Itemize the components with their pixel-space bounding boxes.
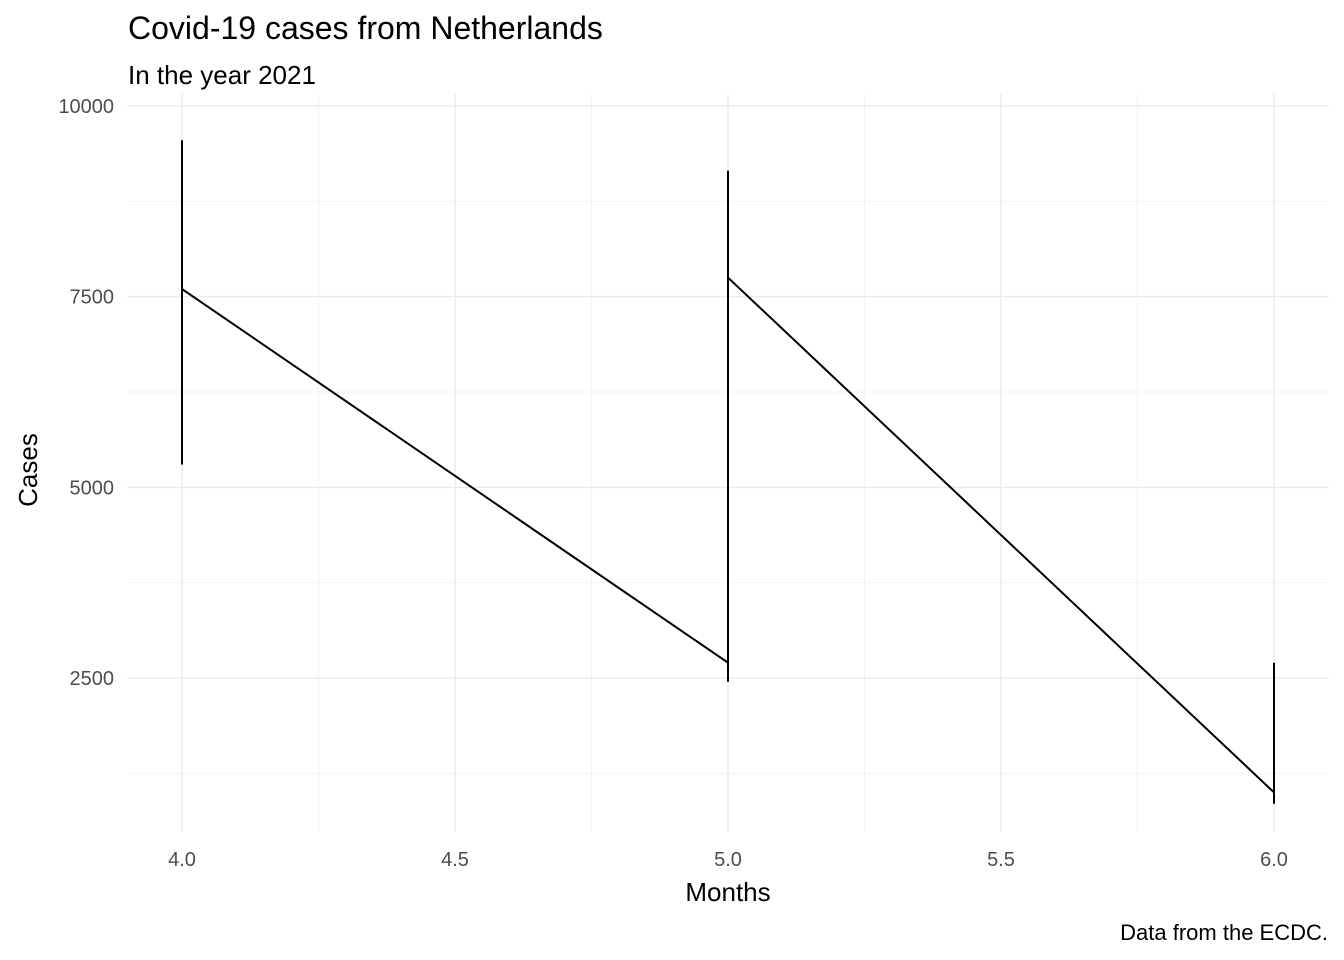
y-axis-title: Cases: [13, 433, 43, 507]
chart-title: Covid-19 cases from Netherlands: [128, 10, 603, 46]
x-tick-label: 5.5: [987, 849, 1015, 871]
y-tick-labels: 2500 5000 7500 10000: [58, 96, 114, 690]
y-tick-label: 5000: [70, 477, 115, 499]
x-tick-label: 4.5: [441, 849, 469, 871]
x-tick-labels: 4.0 4.5 5.0 5.5 6.0: [168, 849, 1288, 871]
series-line: [181, 140, 1275, 804]
x-tick-label: 5.0: [714, 849, 742, 871]
chart-caption: Data from the ECDC.: [1120, 920, 1328, 945]
x-tick-label: 4.0: [168, 849, 196, 871]
y-tick-label: 10000: [58, 96, 114, 118]
chart-subtitle: In the year 2021: [128, 60, 316, 90]
x-tick-label: 6.0: [1260, 849, 1288, 871]
y-tick-label: 7500: [70, 287, 115, 309]
y-tick-label: 2500: [70, 668, 115, 690]
series-layer: [181, 140, 1275, 804]
x-axis-title: Months: [685, 877, 770, 907]
